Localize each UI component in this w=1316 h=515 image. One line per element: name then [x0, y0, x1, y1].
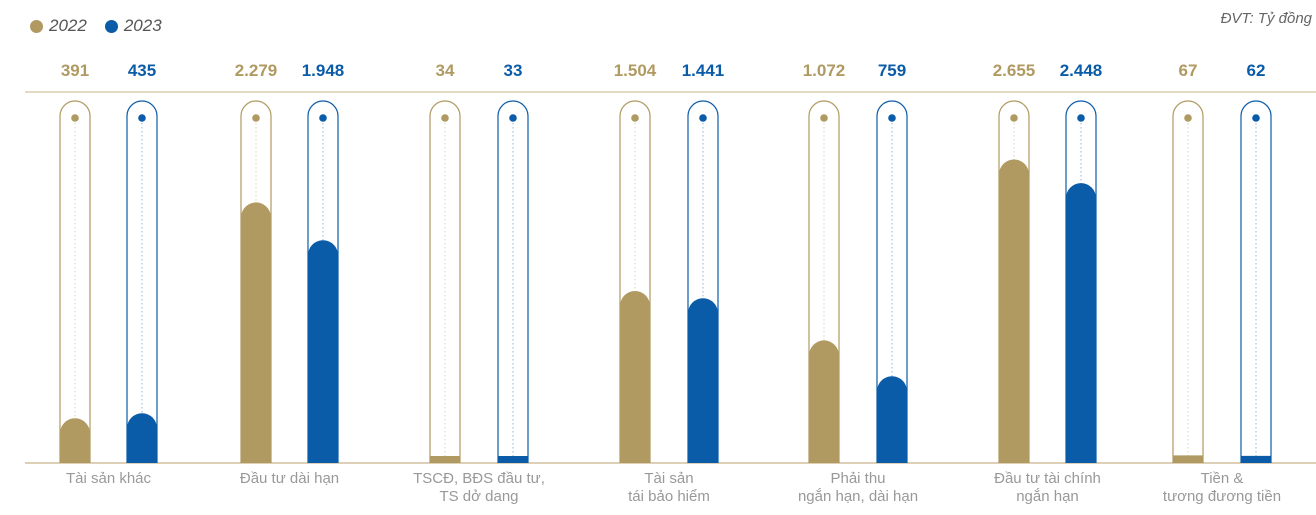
tube-2023-2	[497, 100, 529, 463]
tube-2022-5	[998, 100, 1030, 463]
tube-2022-2	[429, 100, 461, 463]
tube-2023-1	[307, 100, 339, 463]
tube-dot-2022-5	[1010, 114, 1018, 122]
legend-item-2022: 2022	[30, 16, 87, 36]
legend-dot-2022	[30, 19, 43, 33]
category-label-5-1: ngắn hạn	[1016, 488, 1079, 505]
category-label-6-1: tương đương tiền	[1163, 488, 1281, 505]
bar-2023-2	[498, 456, 528, 463]
bar-2022-0	[60, 418, 90, 463]
legend-label-2023: 2023	[123, 16, 162, 35]
category-label-6-0: Tiền &	[1201, 470, 1244, 487]
value-label-2023-4: 759	[878, 61, 906, 80]
bar-2023-1	[308, 240, 338, 463]
value-label-2023-0: 435	[128, 61, 156, 80]
legend-item-2023: 2023	[104, 16, 162, 36]
category-label-2-0: TSCĐ, BĐS đầu tư,	[413, 470, 545, 487]
value-label-2022-2: 34	[436, 61, 455, 80]
tube-dot-2022-1	[252, 114, 260, 122]
legend-dot-2023	[104, 19, 118, 33]
tube-dot-2022-0	[71, 114, 79, 122]
value-label-2023-2: 33	[504, 61, 523, 80]
category-label-3-1: tái bảo hiểm	[628, 488, 710, 505]
tube-dot-2023-2	[509, 114, 517, 122]
tube-dot-2022-2	[441, 114, 449, 122]
category-label-4-0: Phải thu	[830, 470, 885, 487]
value-label-2022-5: 2.655	[993, 61, 1036, 80]
bar-2023-5	[1066, 183, 1097, 463]
tube-2023-4	[876, 100, 908, 463]
tube-2022-1	[240, 100, 272, 463]
legend: 2022 2023	[30, 16, 180, 36]
bar-2022-6	[1173, 455, 1203, 463]
bar-2023-0	[127, 413, 157, 463]
bar-2023-6	[1241, 455, 1271, 463]
bar-2023-4	[877, 376, 907, 463]
category-label-2-1: TS dở dang	[439, 488, 518, 505]
tube-dot-2023-3	[699, 114, 707, 122]
value-label-2022-1: 2.279	[235, 61, 278, 80]
tube-2022-6	[1172, 100, 1204, 463]
tube-2023-3	[687, 100, 719, 463]
category-label-0-0: Tài sản khác	[66, 470, 152, 487]
bar-2022-4	[809, 340, 839, 463]
unit-label: ĐVT: Tỷ đồng	[1220, 10, 1312, 27]
tube-2023-0	[126, 100, 158, 463]
tube-dot-2023-4	[888, 114, 896, 122]
bar-2022-2	[430, 456, 460, 463]
value-label-2023-6: 62	[1247, 61, 1266, 80]
value-label-2022-6: 67	[1179, 61, 1198, 80]
value-label-2023-1: 1.948	[302, 61, 345, 80]
value-label-2023-3: 1.441	[682, 61, 725, 80]
category-label-1-0: Đầu tư dài hạn	[240, 470, 339, 487]
tube-2022-3	[619, 100, 651, 463]
tube-2022-4	[808, 100, 840, 463]
tube-dot-2023-6	[1252, 114, 1260, 122]
tube-2023-6	[1240, 100, 1272, 463]
value-label-2022-4: 1.072	[803, 61, 846, 80]
tube-2022-0	[59, 100, 91, 463]
value-label-2023-5: 2.448	[1060, 61, 1103, 80]
bar-2022-1	[241, 202, 271, 464]
tube-dot-2023-0	[138, 114, 146, 122]
tube-dot-2023-5	[1077, 114, 1085, 122]
tube-dot-2023-1	[319, 114, 327, 122]
value-label-2022-3: 1.504	[614, 61, 657, 80]
tube-dot-2022-4	[820, 114, 828, 122]
bar-2022-5	[999, 159, 1029, 464]
bar-2022-3	[620, 291, 650, 463]
tube-2023-5	[1065, 100, 1097, 463]
value-label-2022-0: 391	[61, 61, 89, 80]
category-label-4-1: ngắn hạn, dài hạn	[798, 488, 918, 505]
tube-dot-2022-3	[631, 114, 639, 122]
bar-2023-3	[688, 298, 718, 463]
legend-label-2022: 2022	[49, 16, 87, 35]
category-label-5-0: Đầu tư tài chính	[994, 470, 1101, 487]
category-label-3-0: Tài sản	[644, 470, 693, 487]
tube-dot-2022-6	[1184, 114, 1192, 122]
